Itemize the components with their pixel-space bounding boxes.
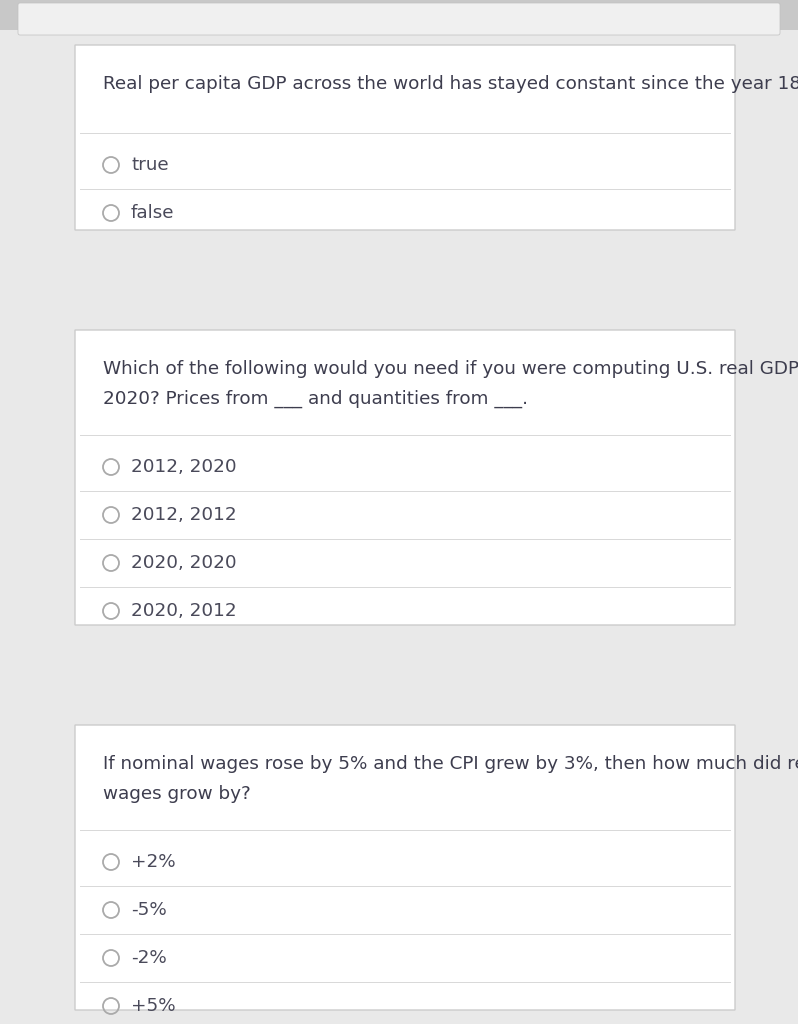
Text: Real per capita GDP across the world has stayed constant since the year 1800.: Real per capita GDP across the world has… — [103, 75, 798, 93]
Text: true: true — [131, 156, 168, 174]
FancyBboxPatch shape — [75, 330, 735, 625]
FancyBboxPatch shape — [75, 725, 735, 1010]
Text: 2020? Prices from ___ and quantities from ___.: 2020? Prices from ___ and quantities fro… — [103, 390, 528, 409]
Text: -5%: -5% — [131, 901, 167, 919]
Text: 2020, 2012: 2020, 2012 — [131, 602, 237, 620]
Bar — [0, 0, 798, 30]
Text: If nominal wages rose by 5% and the CPI grew by 3%, then how much did real: If nominal wages rose by 5% and the CPI … — [103, 755, 798, 773]
FancyBboxPatch shape — [75, 45, 735, 230]
FancyBboxPatch shape — [18, 3, 780, 35]
Text: 2012, 2020: 2012, 2020 — [131, 458, 237, 476]
Text: +5%: +5% — [131, 997, 176, 1015]
Text: +2%: +2% — [131, 853, 176, 871]
Text: wages grow by?: wages grow by? — [103, 785, 251, 803]
Text: false: false — [131, 204, 175, 222]
Text: 2012, 2012: 2012, 2012 — [131, 506, 237, 524]
Text: -2%: -2% — [131, 949, 167, 967]
Text: Which of the following would you need if you were computing U.S. real GDP in: Which of the following would you need if… — [103, 360, 798, 378]
Text: 2020, 2020: 2020, 2020 — [131, 554, 237, 572]
